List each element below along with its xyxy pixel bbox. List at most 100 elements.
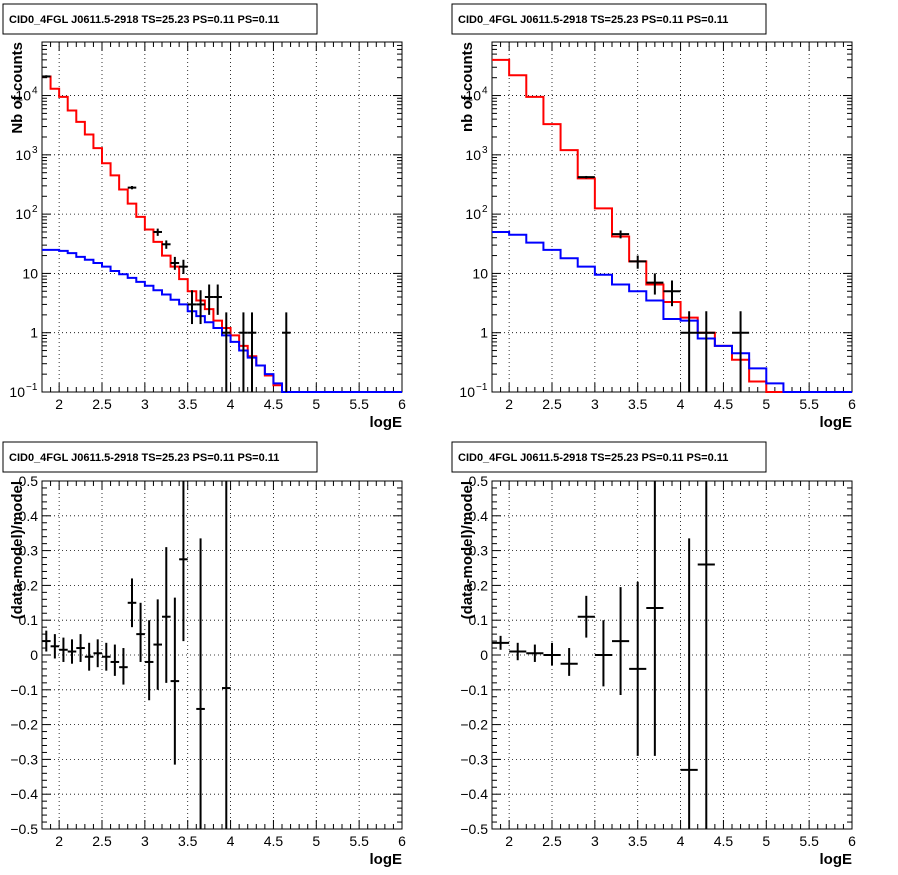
residual-point <box>59 637 68 662</box>
x-tick-label: 4 <box>677 833 685 849</box>
y-axis-label: (data-model)/model <box>9 481 26 619</box>
y-tick-label: 10 <box>9 384 25 400</box>
y-tick-label: 0.2 <box>469 577 489 593</box>
y-tick-label: 0.4 <box>19 508 39 524</box>
y-tick-label: 10 <box>22 265 38 281</box>
x-tick-label: 3.5 <box>628 396 648 412</box>
x-tick-label: 5 <box>762 833 770 849</box>
x-tick-label: 5.5 <box>349 396 369 412</box>
y-tick-label: −0.2 <box>10 717 38 733</box>
residual-point <box>119 648 128 685</box>
x-tick-label: 2 <box>55 833 63 849</box>
y-tick-label: 1 <box>480 325 488 341</box>
data-point <box>680 311 698 392</box>
panel-residual-right: CID0_4FGL J0611.5-2918 TS=25.23 PS=0.11 … <box>451 441 856 868</box>
x-tick-label: 5.5 <box>349 833 369 849</box>
data-point <box>170 256 180 270</box>
title-box <box>451 441 767 473</box>
x-axis-label: logE <box>820 414 853 431</box>
model-total-line <box>492 58 852 393</box>
y-tick-exponent: 3 <box>32 145 38 156</box>
panel-counts-left: CID0_4FGL J0611.5-2918 TS=25.23 PS=0.11 … <box>2 3 406 431</box>
x-axis-label: logE <box>370 414 403 431</box>
residual-point <box>526 644 544 662</box>
y-tick-label: −0.4 <box>460 786 488 802</box>
panel-residual-left: CID0_4FGL J0611.5-2918 TS=25.23 PS=0.11 … <box>2 441 406 868</box>
y-tick-label: 0.3 <box>19 543 39 559</box>
x-tick-label: 5 <box>762 396 770 412</box>
x-tick-label: 5.5 <box>799 396 819 412</box>
data-point <box>204 284 214 315</box>
residual-point <box>629 581 647 756</box>
y-tick-label: −0.3 <box>10 751 38 767</box>
x-tick-label: 4.5 <box>714 833 734 849</box>
residual-point <box>144 620 154 701</box>
data-point <box>162 240 171 249</box>
x-tick-label: 3 <box>141 833 149 849</box>
y-tick-label: 0 <box>30 647 38 663</box>
title-box <box>2 441 318 473</box>
x-tick-label: 3 <box>591 833 599 849</box>
data-point <box>247 312 257 392</box>
y-tick-exponent: −1 <box>476 382 488 393</box>
residual-point <box>76 634 85 662</box>
x-tick-label: 4.5 <box>264 396 284 412</box>
residual-point <box>646 481 664 756</box>
y-tick-label: 10 <box>15 147 31 163</box>
residual-point <box>162 547 171 683</box>
y-tick-label: −0.5 <box>460 821 488 837</box>
residual-point <box>612 587 630 696</box>
y-axis-label: nb of counts <box>459 42 476 132</box>
x-tick-label: 3 <box>141 396 149 412</box>
residual-point <box>93 639 102 668</box>
panel-counts-right: CID0_4FGL J0611.5-2918 TS=25.23 PS=0.11 … <box>451 3 856 431</box>
y-tick-label: 0.4 <box>469 508 489 524</box>
y-tick-label: 10 <box>465 88 481 104</box>
x-tick-label: 3.5 <box>628 833 648 849</box>
y-tick-label: 0.2 <box>19 577 39 593</box>
data-point <box>42 75 51 78</box>
y-tick-label: −0.4 <box>10 786 38 802</box>
data-point <box>153 228 162 236</box>
y-tick-label: 0 <box>480 647 488 663</box>
y-tick-exponent: 3 <box>482 145 488 156</box>
x-tick-label: 2 <box>55 396 63 412</box>
x-tick-label: 6 <box>848 833 856 849</box>
residual-point <box>84 642 94 671</box>
title-box <box>451 3 767 35</box>
data-point <box>629 255 647 269</box>
y-tick-exponent: −1 <box>26 382 38 393</box>
x-tick-label: 2 <box>505 833 513 849</box>
y-tick-label: 10 <box>472 265 488 281</box>
residual-point <box>509 642 527 661</box>
y-tick-label: 0.1 <box>469 612 489 628</box>
x-tick-label: 4 <box>677 396 685 412</box>
y-axis-label: Nb of counts <box>9 42 26 134</box>
residual-point <box>594 620 612 687</box>
y-axis-label: (data-model)/model <box>459 481 476 619</box>
data-point <box>127 186 137 190</box>
residual-point <box>222 481 231 829</box>
y-tick-label: −0.1 <box>10 682 38 698</box>
residual-point <box>110 644 120 676</box>
data-point <box>577 175 595 179</box>
data-point <box>179 259 188 274</box>
chart-title: CID0_4FGL J0611.5-2918 TS=25.23 PS=0.11 … <box>458 452 728 464</box>
residual-point <box>67 639 77 664</box>
residual-point <box>543 642 561 666</box>
residual-point <box>102 642 111 671</box>
residual-point <box>179 481 188 642</box>
y-tick-label: 10 <box>15 88 31 104</box>
chart-title: CID0_4FGL J0611.5-2918 TS=25.23 PS=0.11 … <box>9 452 279 464</box>
x-tick-label: 4 <box>227 396 235 412</box>
x-tick-label: 6 <box>398 833 406 849</box>
y-tick-label: 0.1 <box>19 612 39 628</box>
x-tick-label: 2.5 <box>92 833 112 849</box>
data-point <box>282 312 291 392</box>
chart-title: CID0_4FGL J0611.5-2918 TS=25.23 PS=0.11 … <box>458 14 728 26</box>
plot-frame <box>41 41 403 393</box>
y-tick-label: 0.5 <box>469 473 489 489</box>
residual-point <box>492 635 510 650</box>
y-tick-exponent: 2 <box>32 204 38 215</box>
